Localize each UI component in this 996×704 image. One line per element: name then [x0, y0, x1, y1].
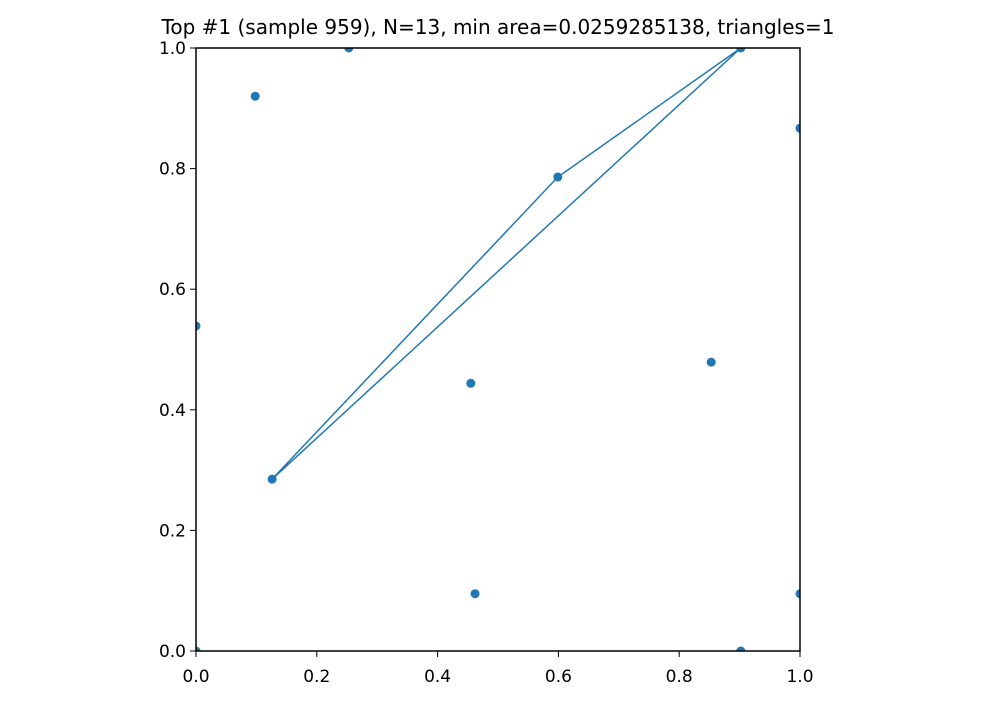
x-tick-label: 0.8	[666, 667, 693, 687]
point	[795, 589, 800, 599]
y-tick-label: 0.0	[159, 642, 186, 662]
x-tick-label: 1.0	[786, 667, 813, 687]
point	[470, 589, 480, 599]
point	[196, 321, 201, 331]
y-tick-label: 0.4	[159, 401, 186, 421]
x-tick-label: 0.0	[182, 667, 209, 687]
triangle-edge	[271, 48, 742, 480]
axes-frame	[195, 47, 801, 652]
x-tick-label: 0.4	[424, 667, 451, 687]
point	[736, 48, 746, 53]
y-tick-label: 0.6	[159, 280, 186, 300]
x-tick-label: 0.6	[545, 667, 572, 687]
point	[267, 474, 277, 484]
y-tick-label: 0.2	[159, 521, 186, 541]
chart-title: Top #1 (sample 959), N=13, min area=0.02…	[161, 15, 835, 39]
x-tick-label: 0.2	[303, 667, 330, 687]
point	[736, 646, 746, 651]
point	[466, 378, 476, 388]
point	[706, 357, 716, 367]
y-tick-label: 1.0	[159, 39, 186, 59]
plot-area	[196, 48, 800, 651]
point	[344, 48, 354, 53]
point	[250, 91, 260, 101]
point	[553, 172, 563, 182]
point	[196, 646, 201, 651]
point	[795, 123, 800, 133]
y-tick-label: 0.8	[159, 160, 186, 180]
